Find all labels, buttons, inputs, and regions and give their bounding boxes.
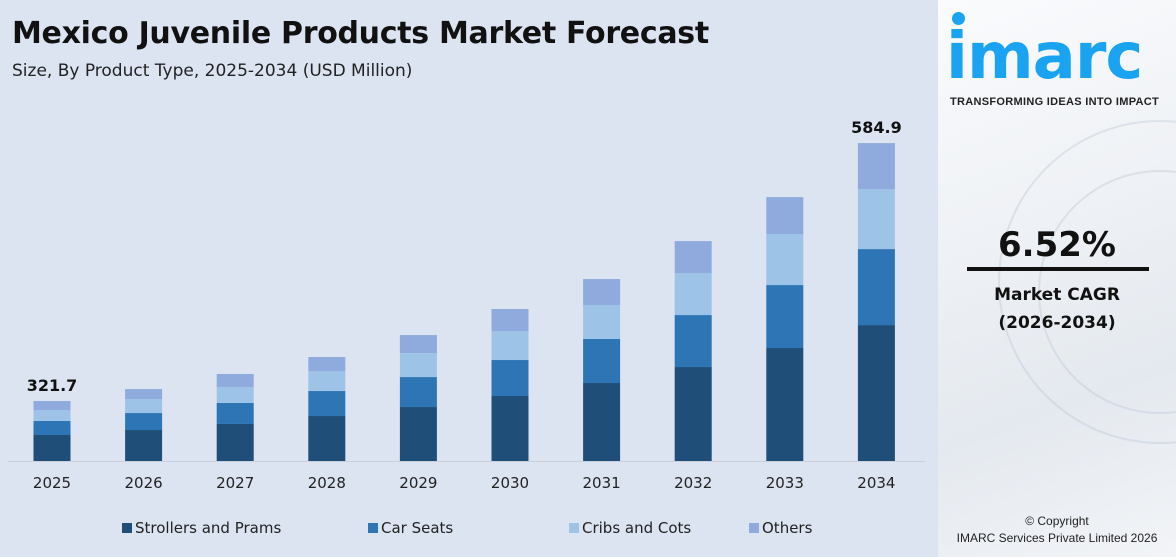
bar-segment-strollers-and-prams-2034 (857, 325, 895, 461)
bar-segment-car-seats-2032 (674, 315, 712, 368)
data-label: 584.9 (851, 118, 902, 137)
chart-panel: Mexico Juvenile Products Market Forecast… (8, 16, 925, 537)
bar-segment-others-2032 (674, 241, 712, 274)
legend-swatch (368, 523, 378, 533)
x-tick-label: 2029 (399, 474, 437, 492)
bar-segment-strollers-and-prams-2028 (308, 416, 346, 461)
stacked-bar-chart: 2025 321.7 2026 2027 2028 2029 2030 2031 2032 203… (8, 118, 925, 537)
x-tick-label: 2028 (308, 474, 346, 492)
bar-segment-car-seats-2034 (857, 249, 895, 326)
bar-segment-cribs-and-cots-2032 (674, 273, 712, 316)
cagr-label: Market CAGR (994, 285, 1120, 305)
bar-segment-strollers-and-prams-2027 (216, 423, 254, 461)
logo-tagline: TRANSFORMING IDEAS INTO IMPACT (950, 96, 1160, 108)
bar-segment-cribs-and-cots-2026 (125, 399, 163, 414)
bar-segment-cribs-and-cots-2030 (491, 331, 529, 361)
bar-segment-strollers-and-prams-2033 (766, 348, 804, 461)
bar-segment-others-2028 (308, 357, 346, 372)
imarc-logo: imarc (946, 20, 1143, 94)
bar-segment-car-seats-2028 (308, 391, 346, 417)
bar-segment-cribs-and-cots-2031 (583, 304, 621, 340)
bar-segment-strollers-and-prams-2030 (491, 396, 529, 461)
chart-title: Mexico Juvenile Products Market Forecast (12, 16, 709, 51)
x-tick-label: 2034 (857, 474, 895, 492)
x-tick-label: 2025 (33, 474, 71, 492)
legend-swatch (569, 523, 579, 533)
legend-label: Others (762, 519, 813, 537)
bar-segment-car-seats-2033 (766, 285, 804, 349)
legend-swatch (749, 523, 759, 533)
x-tick-label: 2032 (674, 474, 712, 492)
data-label: 321.7 (27, 376, 78, 395)
sidebar-panel: imarc TRANSFORMING IDEAS INTO IMPACT 6.5… (938, 0, 1176, 557)
x-tick-label: 2026 (125, 474, 163, 492)
bar-segment-car-seats-2031 (583, 339, 621, 384)
legend-label: Cribs and Cots (582, 519, 691, 537)
bar-segment-strollers-and-prams-2032 (674, 367, 712, 461)
bar-segment-strollers-and-prams-2026 (125, 430, 163, 461)
chart-subtitle: Size, By Product Type, 2025-2034 (USD Mi… (12, 61, 413, 81)
x-tick-label: 2033 (766, 474, 804, 492)
bar-segment-cribs-and-cots-2028 (308, 371, 346, 392)
bar-segment-cribs-and-cots-2029 (399, 353, 437, 378)
bar-segment-strollers-and-prams-2025 (33, 435, 71, 461)
bar-segment-cribs-and-cots-2027 (216, 386, 254, 403)
bar-segment-strollers-and-prams-2031 (583, 383, 621, 461)
bar-segment-car-seats-2029 (399, 377, 437, 408)
x-tick-label: 2031 (583, 474, 621, 492)
cagr-period: (2026-2034) (998, 313, 1116, 333)
bar-segment-others-2029 (399, 335, 437, 354)
cagr-value: 6.52% (998, 225, 1116, 265)
bar-segment-car-seats-2026 (125, 413, 163, 431)
bar-segment-car-seats-2027 (216, 402, 254, 424)
bar-segment-strollers-and-prams-2029 (399, 407, 437, 461)
copyright: © Copyright (1025, 514, 1089, 528)
legend-swatch (122, 523, 132, 533)
x-tick-label: 2027 (216, 474, 254, 492)
bar-segment-others-2026 (125, 389, 163, 400)
bar-segment-cribs-and-cots-2033 (766, 234, 804, 286)
bar-segment-others-2031 (583, 279, 621, 305)
bar-segment-car-seats-2025 (33, 421, 71, 436)
logo-dot-icon (952, 12, 965, 25)
cagr-divider (967, 267, 1149, 271)
bar-segment-others-2034 (857, 143, 895, 190)
company-name: IMARC Services Private Limited 2026 (956, 531, 1158, 545)
bar-segment-cribs-and-cots-2025 (33, 410, 71, 422)
bar-segment-others-2027 (216, 373, 254, 387)
bar-segment-others-2033 (766, 197, 804, 235)
legend-label: Car Seats (381, 519, 453, 537)
bar-segment-others-2030 (491, 309, 529, 332)
x-tick-label: 2030 (491, 474, 529, 492)
bar-segment-others-2025 (33, 401, 71, 411)
legend-label: Strollers and Prams (135, 519, 281, 537)
bar-segment-cribs-and-cots-2034 (857, 189, 895, 250)
bar-segment-car-seats-2030 (491, 360, 529, 397)
